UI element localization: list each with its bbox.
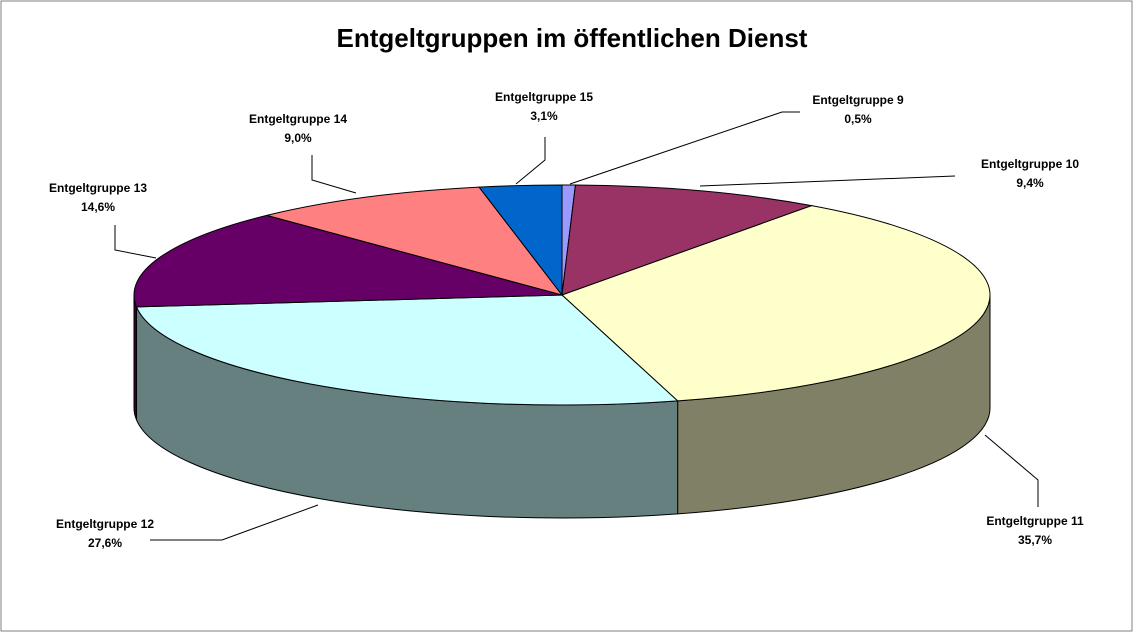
slice-value-label: 14,6% [81,200,115,214]
leader-line [515,137,546,185]
slice-value-label: 35,7% [1018,533,1052,547]
slice [266,186,564,296]
slice-label: Entgeltgruppe 9 [812,93,904,107]
slice-label: Entgeltgruppe 11 [986,514,1084,528]
leader-line [114,225,157,259]
slice-value-label: 3,1% [530,109,558,123]
slice [561,205,991,402]
chart-title: Entgeltgruppen im öffentlichen Dienst [337,23,808,53]
slice [561,184,814,296]
slice [478,184,563,297]
leader-line [699,175,956,187]
leader-line [984,434,1039,507]
leader-line [150,504,319,541]
slice-value-label: 27,6% [88,536,122,550]
slice-label: Entgeltgruppe 14 [249,112,347,126]
slice [135,294,679,406]
slice-label: Entgeltgruppe 13 [49,181,147,195]
slice-value-label: 9,0% [284,131,312,145]
slice-label: Entgeltgruppe 12 [56,517,154,531]
slice-value-label: 9,4% [1016,176,1044,190]
slice-side [133,294,138,421]
slice-label: Entgeltgruppe 10 [981,157,1079,171]
slice-label: Entgeltgruppe 15 [495,90,593,104]
slice-value-label: 0,5% [844,112,872,126]
leader-line [311,155,357,194]
leader-line [569,111,800,185]
slice [133,214,563,308]
